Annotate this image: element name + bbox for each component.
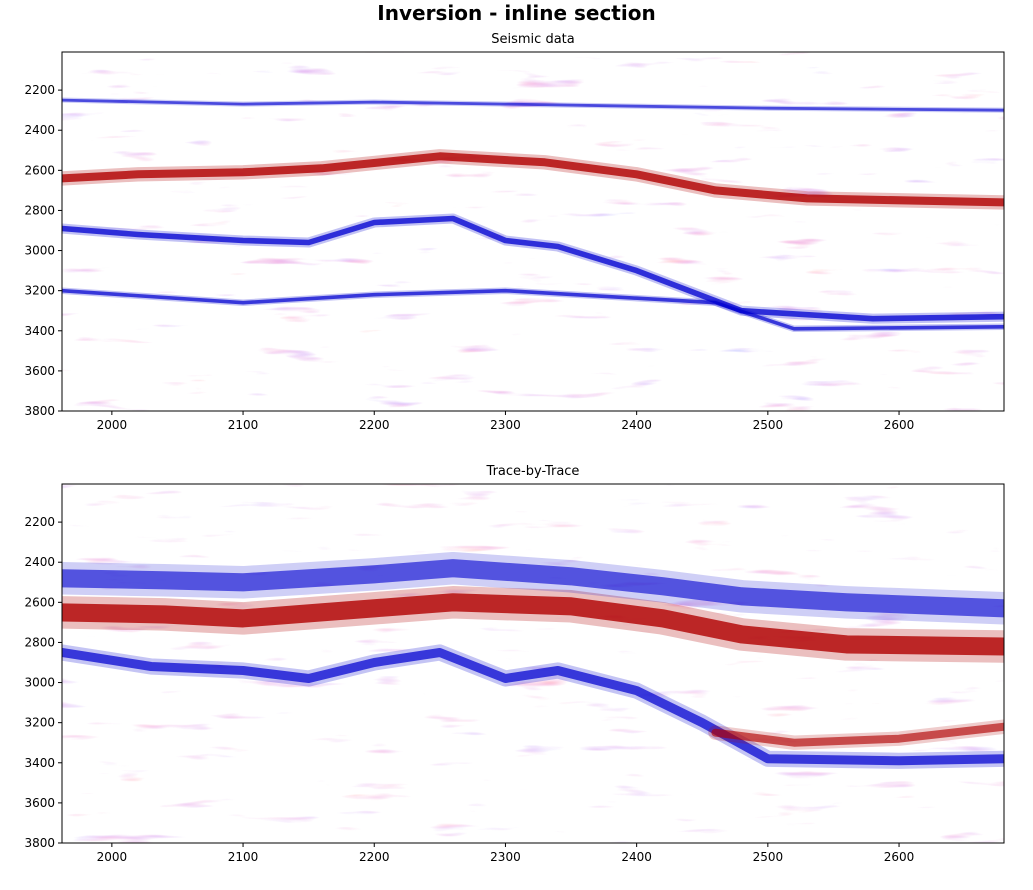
y-tick-label: 2400	[24, 555, 55, 569]
y-tick-label: 3800	[24, 404, 55, 418]
seismic-data-panel: 2000 2100 2200 2300 2400 2500 2600 2200 2400 260…	[24, 51, 1005, 432]
y-tick-label: 2800	[24, 203, 55, 217]
horizon-band	[62, 593, 1004, 656]
y-tick-label: 2800	[24, 635, 55, 649]
y-tick-label: 3200	[24, 284, 55, 298]
x-tick-label: 2000	[97, 418, 128, 432]
figure-suptitle: Inversion - inline section	[377, 1, 656, 25]
horizon-band	[62, 215, 1004, 322]
x-tick-label: 2600	[884, 418, 915, 432]
y-tick-label: 3800	[24, 836, 55, 850]
x-tick-label: 2100	[228, 850, 259, 864]
y-tick-label: 3600	[24, 364, 55, 378]
y-tick-label: 3600	[24, 796, 55, 810]
y-tick-label: 2200	[24, 83, 55, 97]
y-tick-label: 3000	[24, 676, 55, 690]
x-tick-label: 2500	[753, 418, 784, 432]
x-tick-label: 2000	[97, 850, 128, 864]
horizon-band	[62, 648, 1004, 766]
x-tick-label: 2300	[490, 850, 521, 864]
x-tick-label: 2200	[359, 418, 390, 432]
x-tick-label: 2300	[490, 418, 521, 432]
y-tick-label: 3400	[24, 324, 55, 338]
x-tick-label: 2600	[884, 850, 915, 864]
horizon-band	[62, 559, 1004, 618]
amplitude-texture	[62, 52, 1004, 411]
x-tick-label: 2500	[753, 850, 784, 864]
amplitude-texture	[62, 484, 1004, 843]
x-tick-label: 2200	[359, 850, 390, 864]
horizon-band	[62, 288, 1004, 331]
y-tick-label: 2600	[24, 163, 55, 177]
panel-title-trace-by-trace: Trace-by-Trace	[486, 464, 580, 479]
trace-by-trace-panel: 2000 2100 2200 2300 2400 2500 2600 2200 2400 260…	[24, 483, 1005, 864]
x-tick-label: 2400	[621, 418, 652, 432]
y-tick-label: 2200	[24, 515, 55, 529]
y-tick-label: 3200	[24, 716, 55, 730]
horizon-band	[711, 722, 1004, 747]
y-tick-label: 2600	[24, 595, 55, 609]
horizon-band	[62, 98, 1004, 112]
y-tick-label: 3000	[24, 244, 55, 258]
axes-frame	[61, 483, 1005, 844]
x-tick-label: 2100	[228, 418, 259, 432]
axes-frame	[61, 51, 1005, 412]
horizon-band	[62, 152, 1004, 207]
y-tick-label: 3400	[24, 756, 55, 770]
panel-title-seismic-data: Seismic data	[491, 32, 575, 47]
y-tick-label: 2400	[24, 123, 55, 137]
x-tick-label: 2400	[621, 850, 652, 864]
